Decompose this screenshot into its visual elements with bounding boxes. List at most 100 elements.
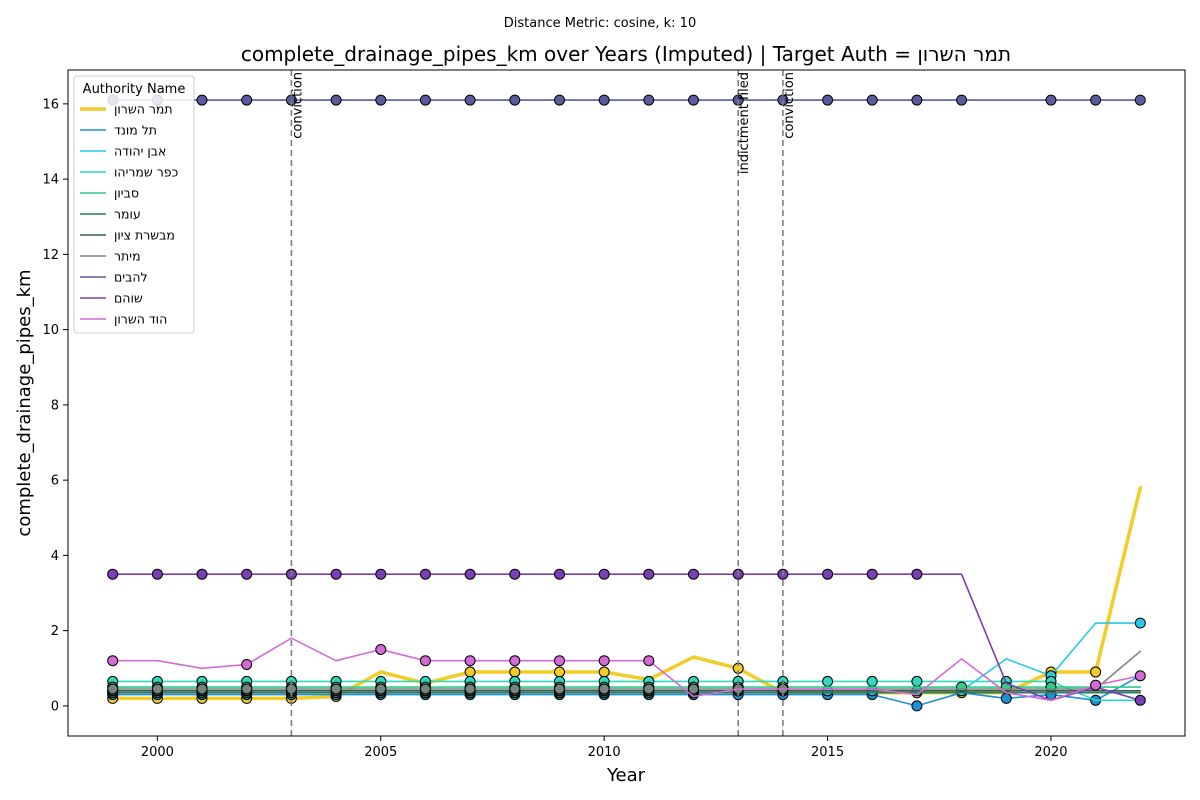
data-point: [822, 94, 834, 106]
data-point: [554, 683, 565, 695]
series-layer: [107, 94, 1146, 712]
data-point: [598, 94, 610, 106]
x-axis-title: Year: [606, 765, 646, 786]
data-point: [1090, 94, 1102, 106]
data-point: [866, 568, 878, 580]
data-point: [822, 675, 834, 687]
data-point: [822, 568, 834, 580]
x-axis: 2000 2005 2010 2015 2020: [141, 736, 1068, 760]
series-line: [111, 650, 1142, 690]
data-point: [196, 683, 208, 695]
data-point: [643, 568, 655, 580]
data-point: [688, 568, 699, 580]
legend-entry: שוהם: [114, 291, 143, 306]
y-axis-title: complete_drainage_pipes_km: [14, 269, 35, 536]
data-point: [1134, 617, 1146, 629]
data-point: [554, 655, 565, 667]
y-tick-label: 0: [51, 699, 59, 714]
data-point: [911, 700, 923, 712]
y-tick-label: 10: [42, 323, 59, 338]
x-tick-label: 2010: [588, 745, 621, 760]
data-point: [241, 94, 253, 106]
data-point: [866, 94, 878, 106]
x-tick-label: 2000: [141, 745, 174, 760]
chart-suptitle: Distance Metric: cosine, k: 10: [504, 16, 696, 31]
data-point: [598, 683, 610, 695]
data-point: [1090, 679, 1102, 691]
data-point: [464, 568, 476, 580]
event-layer: conviction indictment filed conviction: [290, 70, 797, 736]
data-point: [419, 683, 431, 695]
data-point: [688, 683, 699, 695]
y-tick-label: 16: [42, 97, 59, 112]
data-point: [464, 655, 476, 667]
event-label: conviction: [290, 72, 305, 139]
series-group: [107, 617, 1146, 697]
y-axis: 0 2 4 6 8 10 12 14 16: [42, 97, 68, 714]
event-label: conviction: [782, 72, 797, 139]
legend-entry: הוד השרון: [114, 312, 167, 327]
legend-entry: עומר: [114, 207, 141, 222]
series-group: [107, 94, 1146, 106]
data-point: [1134, 694, 1146, 706]
plot-frame: [67, 69, 1186, 737]
data-point: [330, 683, 342, 695]
event-label: indictment filed: [737, 72, 752, 174]
legend-title: Authority Name: [83, 82, 186, 97]
y-tick-label: 2: [51, 624, 59, 639]
data-point: [151, 568, 163, 580]
data-point: [1045, 94, 1057, 106]
legend-entry: אבן יהודה: [114, 144, 166, 159]
series-line: [110, 485, 1143, 701]
data-point: [464, 94, 476, 106]
data-point: [464, 666, 476, 678]
data-point: [866, 675, 878, 687]
series-group: [107, 637, 1146, 702]
x-tick-label: 2005: [364, 745, 397, 760]
series-line: [111, 680, 1142, 702]
data-point: [643, 683, 655, 695]
legend-box: [73, 75, 195, 334]
data-point: [464, 683, 476, 695]
data-point: [419, 94, 431, 106]
data-point: [598, 655, 610, 667]
data-point: [107, 655, 119, 667]
series-line: [111, 674, 1142, 707]
data-point: [151, 683, 163, 695]
data-point: [241, 568, 253, 580]
legend-entry: סביון: [114, 186, 139, 201]
data-point: [688, 94, 699, 106]
data-point: [554, 666, 565, 678]
y-tick-label: 12: [42, 248, 59, 263]
x-tick-label: 2020: [1034, 745, 1067, 760]
data-point: [241, 683, 253, 695]
data-point: [956, 94, 968, 106]
series-group: [107, 568, 1146, 706]
data-point: [1134, 94, 1146, 106]
data-point: [509, 666, 521, 678]
data-point: [1000, 692, 1012, 704]
data-point: [375, 683, 387, 695]
data-point: [911, 568, 923, 580]
legend-entry: להבים: [114, 270, 148, 285]
data-point: [509, 683, 521, 695]
y-tick-label: 4: [51, 549, 59, 564]
data-point: [330, 94, 342, 106]
y-tick-label: 8: [51, 398, 59, 413]
data-point: [554, 94, 565, 106]
data-point: [330, 568, 342, 580]
data-point: [509, 655, 521, 667]
legend-entry: תמר השרון: [114, 102, 173, 117]
data-point: [598, 568, 610, 580]
series-line: [111, 637, 1142, 702]
legend: Authority Name תמר השרון תל מונד אבן יהודה כ…: [73, 75, 195, 334]
series-group: [107, 650, 1142, 695]
data-point: [375, 644, 387, 655]
series-group: [107, 485, 1143, 704]
data-point: [375, 94, 387, 106]
data-point: [241, 659, 253, 670]
data-point: [419, 655, 431, 667]
data-point: [1134, 670, 1146, 682]
data-point: [196, 94, 208, 106]
